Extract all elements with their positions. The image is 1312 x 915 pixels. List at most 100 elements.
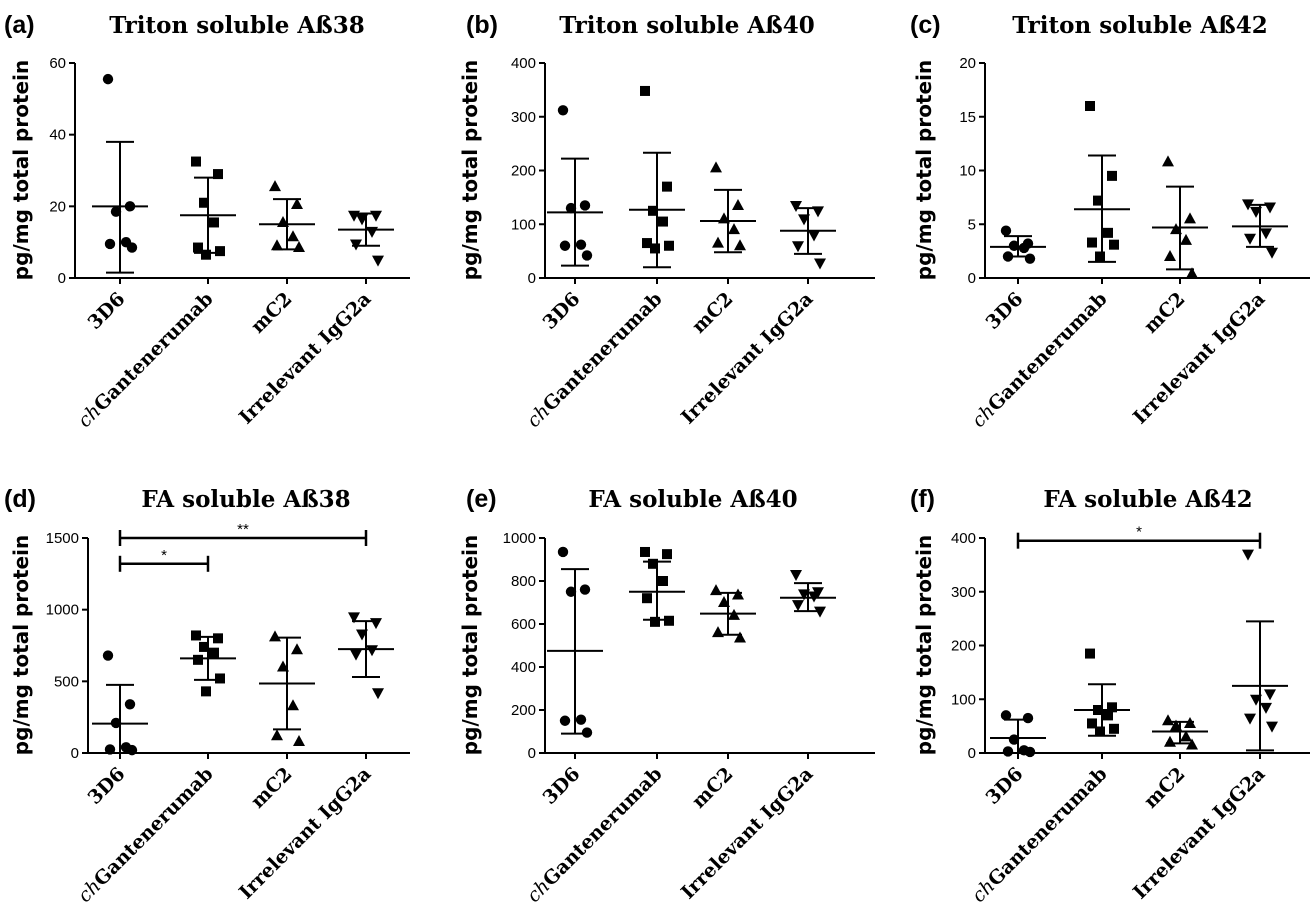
data-point-triangle-up bbox=[1164, 250, 1176, 261]
series-3 bbox=[780, 570, 836, 618]
data-point-triangle-down bbox=[792, 600, 804, 612]
data-point-circle bbox=[559, 240, 571, 251]
x-tick-label: 3D6 bbox=[982, 288, 1028, 334]
x-tick-label: 3D6 bbox=[84, 288, 130, 334]
y-axis-label: pg/mg total protein bbox=[912, 60, 936, 280]
data-point-triangle-down bbox=[370, 210, 382, 222]
data-point-triangle-up bbox=[287, 230, 299, 242]
data-point-square bbox=[215, 673, 225, 684]
data-point-circle bbox=[565, 586, 577, 597]
data-point-circle bbox=[575, 239, 587, 250]
y-tick-label: 1000 bbox=[503, 530, 536, 547]
data-point-square bbox=[648, 205, 658, 216]
data-point-square bbox=[1087, 718, 1097, 729]
series-2 bbox=[259, 630, 315, 747]
y-axis-label: pg/mg total protein bbox=[458, 535, 482, 755]
data-point-triangle-up bbox=[269, 630, 281, 642]
data-point-triangle-down bbox=[370, 618, 382, 630]
data-point-triangle-down bbox=[1242, 549, 1254, 561]
significance-label: ** bbox=[237, 521, 249, 538]
x-tick-label-name: mC2 bbox=[688, 763, 738, 813]
data-point-circle bbox=[1024, 253, 1036, 264]
y-tick-label: 200 bbox=[511, 702, 536, 719]
data-point-triangle-up bbox=[291, 198, 303, 210]
data-point-square bbox=[1107, 170, 1117, 181]
chart-panel-2: (c) Triton soluble Aß42 pg/mg total protei… bbox=[910, 11, 1310, 432]
y-tick-label: 300 bbox=[951, 584, 976, 601]
significance-bracket: ** bbox=[118, 521, 368, 546]
x-tick-label: Irrelevant IgG2a bbox=[235, 763, 376, 904]
chart-title: Triton soluble Aß38 bbox=[109, 12, 365, 39]
x-tick-label: chGantenerumab bbox=[523, 763, 667, 907]
x-tick-label-name: mC2 bbox=[1140, 288, 1190, 338]
significance-bracket: * bbox=[118, 547, 210, 572]
series-1 bbox=[629, 85, 685, 269]
x-tick-label-name: 3D6 bbox=[982, 763, 1028, 809]
x-tick-label-name: 3D6 bbox=[982, 288, 1028, 334]
data-point-square bbox=[1109, 723, 1119, 734]
data-point-circle bbox=[579, 584, 591, 595]
data-point-square bbox=[1095, 726, 1105, 737]
y-axis-label: pg/mg total protein bbox=[912, 535, 936, 755]
data-point-triangle-up bbox=[1184, 212, 1196, 224]
data-point-triangle-down bbox=[366, 645, 378, 657]
data-point-triangle-up bbox=[710, 161, 722, 173]
panel-letter: (b) bbox=[466, 11, 498, 39]
y-axis-label: pg/mg total protein bbox=[9, 60, 33, 280]
data-point-triangle-up bbox=[734, 239, 746, 251]
x-tick-label: 3D6 bbox=[539, 763, 585, 809]
x-tick-label-name: 3D6 bbox=[539, 763, 585, 809]
x-tick-label: Irrelevant IgG2a bbox=[1129, 763, 1270, 904]
series-1 bbox=[1074, 648, 1130, 737]
series-0 bbox=[92, 650, 148, 756]
data-point-square bbox=[1095, 251, 1105, 262]
data-point-triangle-down bbox=[372, 255, 384, 267]
data-point-triangle-up bbox=[1180, 233, 1192, 245]
significance-label: * bbox=[161, 547, 167, 564]
series-1 bbox=[180, 630, 236, 697]
y-tick-label: 0 bbox=[528, 745, 536, 762]
data-point-triangle-down bbox=[372, 688, 384, 700]
chart-title: Triton soluble Aß42 bbox=[1012, 12, 1268, 39]
series-3 bbox=[1232, 199, 1288, 259]
data-point-circle bbox=[110, 206, 122, 217]
data-point-triangle-down bbox=[1266, 247, 1278, 259]
data-point-circle bbox=[581, 727, 593, 738]
series-3 bbox=[338, 612, 394, 700]
x-tick-label: Irrelevant IgG2a bbox=[677, 763, 818, 904]
y-tick-label: 10 bbox=[959, 163, 976, 180]
data-point-triangle-up bbox=[1162, 155, 1174, 167]
y-tick-label: 0 bbox=[58, 270, 66, 287]
data-point-square bbox=[1103, 710, 1113, 721]
y-tick-label: 20 bbox=[49, 198, 66, 215]
y-tick-label: 800 bbox=[511, 573, 536, 590]
data-point-circle bbox=[1000, 225, 1012, 236]
x-tick-label: 3D6 bbox=[982, 763, 1028, 809]
x-tick-label-name: mC2 bbox=[688, 288, 738, 338]
y-tick-label: 15 bbox=[959, 109, 976, 126]
y-tick-label: 0 bbox=[968, 270, 976, 287]
chart-panel-1: (b) Triton soluble Aß40 pg/mg total protei… bbox=[458, 11, 875, 432]
data-point-circle bbox=[104, 238, 116, 250]
data-point-triangle-down bbox=[808, 230, 820, 242]
significance-bracket: * bbox=[1016, 524, 1262, 549]
data-point-triangle-up bbox=[712, 236, 724, 248]
data-point-circle bbox=[102, 73, 114, 85]
data-point-triangle-up bbox=[271, 729, 283, 741]
data-point-square bbox=[1085, 101, 1095, 111]
data-point-circle bbox=[1000, 710, 1012, 721]
y-tick-label: 400 bbox=[511, 55, 536, 72]
y-tick-label: 60 bbox=[49, 55, 66, 72]
y-tick-label: 0 bbox=[71, 745, 79, 762]
y-tick-label: 1500 bbox=[46, 530, 79, 547]
data-point-triangle-down bbox=[366, 226, 378, 238]
y-tick-label: 200 bbox=[951, 638, 976, 655]
panel-letter: (c) bbox=[910, 11, 941, 39]
data-point-square bbox=[642, 238, 652, 249]
x-tick-label: mC2 bbox=[1140, 288, 1190, 338]
x-tick-label: Irrelevant IgG2a bbox=[677, 288, 818, 429]
chart-panel-5: (f) FA soluble Aß42 pg/mg total protein 0 10… bbox=[910, 485, 1310, 907]
x-tick-label: mC2 bbox=[247, 288, 297, 338]
data-point-square bbox=[199, 197, 209, 208]
